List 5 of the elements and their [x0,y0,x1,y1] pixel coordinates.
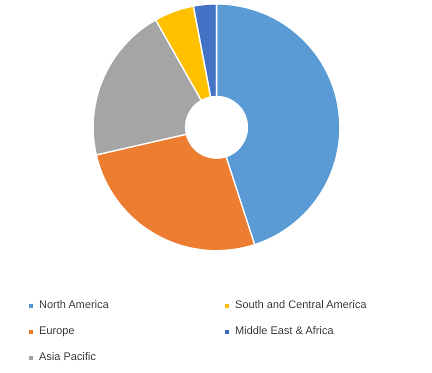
legend-label: South and Central America [235,299,368,311]
legend-label: Middle East & Africa [235,325,334,337]
legend-label: North America [39,299,110,311]
legend-label: Asia Pacific [39,351,97,363]
legend-label: Europe [39,325,76,337]
